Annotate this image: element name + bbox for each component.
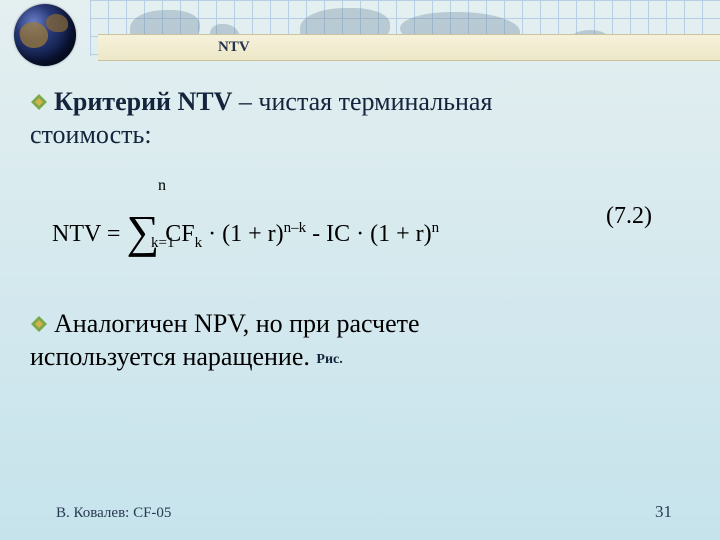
formula: n k=1 NTV = ∑ CFk · (1 + r)n–k - IC · (1… — [52, 185, 692, 265]
footer-author: В. Ковалев: CF-05 — [56, 505, 171, 522]
page-number: 31 — [655, 502, 672, 522]
equation-number: (7.2) — [606, 203, 652, 230]
bullet-icon — [30, 93, 48, 111]
slide-title: NTV — [218, 39, 250, 56]
formula-cf-sub: k — [195, 235, 203, 251]
formula-minus-ic: - IC · (1 + r) — [306, 221, 432, 247]
bullet-icon — [30, 315, 48, 333]
content-block-2: Аналогичен NPV, но при расчете используе… — [30, 308, 690, 373]
bullet-1-lead: Критерий NTV — [54, 87, 232, 116]
bullet-1-rest: – чистая терминальная — [232, 87, 492, 116]
bullet-1: Критерий NTV – чистая терминальная — [30, 86, 690, 119]
formula-exp1: n–k — [284, 220, 307, 236]
ris-label: Рис. — [316, 352, 342, 367]
sigma-upper: n — [158, 177, 166, 195]
bullet-1-text: Критерий NTV – чистая терминальная — [54, 86, 492, 119]
header: NTV — [0, 0, 720, 64]
formula-lhs: NTV = — [52, 221, 126, 247]
formula-exp2: n — [432, 220, 440, 236]
content-block-1: Критерий NTV – чистая терминальная стоим… — [30, 86, 690, 151]
formula-factor1: · (1 + r) — [202, 221, 284, 247]
bullet-2-line2-text: используется наращение. — [30, 342, 316, 371]
sigma-icon: ∑ — [126, 209, 159, 255]
formula-line: NTV = ∑ CFk · (1 + r)n–k - IC · (1 + r)n — [52, 203, 439, 252]
bullet-2: Аналогичен NPV, но при расчете — [30, 308, 690, 341]
slide: NTV Критерий NTV – чистая терминальная с… — [0, 0, 720, 540]
globe-icon — [14, 4, 76, 66]
formula-cf: CF — [165, 221, 194, 247]
bullet-2-line1: Аналогичен NPV, но при расчете — [54, 308, 420, 341]
bullet-1-continuation: стоимость: — [30, 119, 690, 152]
bullet-2-line2: используется наращение. Рис. — [30, 341, 690, 374]
title-strip: NTV — [98, 34, 720, 61]
